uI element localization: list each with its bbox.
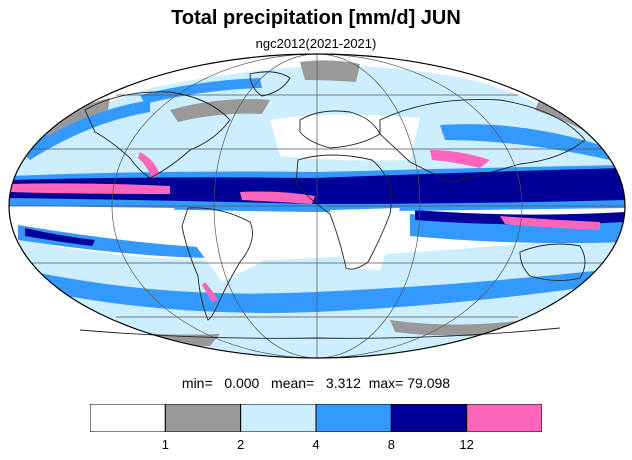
colorbar-segment <box>390 404 468 432</box>
africa-coast <box>295 154 392 270</box>
colorbar <box>90 404 542 432</box>
colorbar-tick-label: 8 <box>387 437 395 452</box>
southern-medium-band <box>15 268 622 313</box>
map-title: Total precipitation [mm/d] JUN <box>171 7 461 29</box>
colorbar-tick-label: 4 <box>312 437 320 452</box>
colorbar-tick-label: 1 <box>161 437 169 452</box>
northern-medium-band <box>20 100 150 160</box>
precipitation-field <box>9 54 625 358</box>
statistics-line: min= 0.000 mean= 3.312 max= 79.098 <box>0 374 632 392</box>
northern-dry-patches <box>40 98 110 136</box>
asia-coast <box>379 98 586 183</box>
north-america-coast <box>84 91 231 179</box>
colorbar-segment <box>315 404 392 432</box>
colorbar-segment <box>466 404 542 432</box>
greenland-coast <box>249 71 291 97</box>
southern-storm-track <box>18 225 220 258</box>
mean-label: mean= <box>271 375 315 391</box>
max-value: 79.098 <box>407 375 451 391</box>
colorbar-tick-label: 2 <box>237 437 245 452</box>
mean-value: 3.312 <box>325 375 361 391</box>
colorbar-segment <box>164 404 242 432</box>
colorbar-tick-label: 12 <box>459 437 474 452</box>
map-subtitle: ngc2012(2021-2021) <box>255 36 377 51</box>
south-america-coast <box>181 207 253 321</box>
colorbar-segment <box>240 404 317 432</box>
itcz-extreme-band <box>9 183 170 194</box>
southern-dry-patches <box>40 318 220 347</box>
colorbar-segment <box>90 404 166 432</box>
max-label: max= <box>368 375 404 391</box>
australia-coast <box>519 243 586 281</box>
dry-subtropics <box>180 210 262 282</box>
globe-outline <box>8 53 626 359</box>
min-label: min= <box>181 375 213 391</box>
min-value: 0.000 <box>224 375 260 391</box>
